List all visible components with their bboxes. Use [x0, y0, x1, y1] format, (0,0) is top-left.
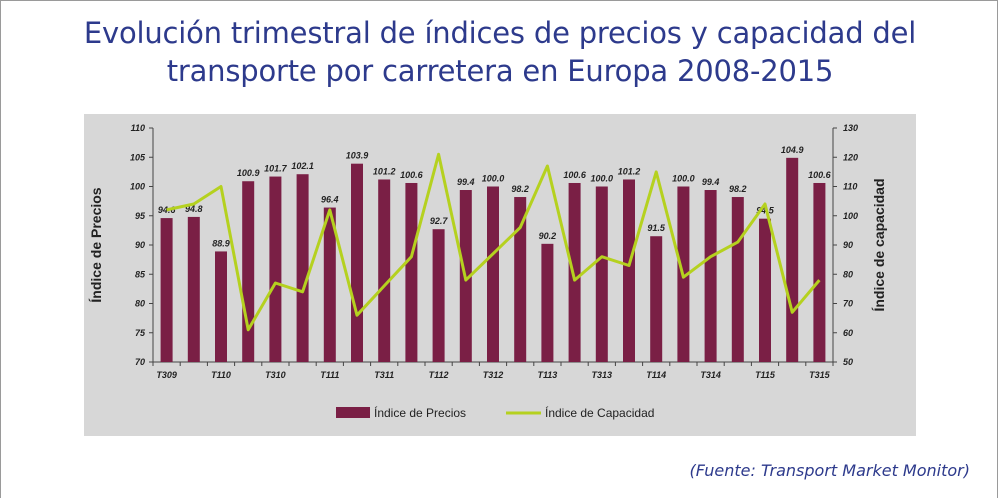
- bar-value-label: 88.9: [212, 238, 230, 248]
- bar: [487, 186, 499, 362]
- chart-title: Evolución trimestral de índices de preci…: [0, 14, 1000, 90]
- legend-label-precios: Índice de Precios: [374, 405, 466, 420]
- y-tick-label-left: 90: [135, 240, 145, 250]
- x-tick-label: T312: [483, 370, 504, 380]
- y-tick-label-left: 75: [135, 328, 146, 338]
- bar-value-label: 100.6: [808, 170, 832, 180]
- title-line-1: Evolución trimestral de índices de preci…: [83, 16, 917, 50]
- bar: [731, 197, 744, 362]
- y-axis-title-right: Índice de capacidad: [871, 178, 887, 311]
- bar: [786, 157, 799, 362]
- x-tick-label: T113: [537, 370, 557, 380]
- bar: [595, 186, 608, 362]
- bar: [813, 182, 826, 362]
- x-tick-label: T114: [646, 370, 666, 380]
- bar: [269, 176, 282, 362]
- x-tick-label: T310: [265, 370, 286, 380]
- y-tick-label-right: 50: [843, 357, 853, 367]
- bar-value-label: 101.2: [373, 166, 396, 176]
- bar-value-label: 98.2: [729, 184, 747, 194]
- bar-value-label: 90.2: [539, 231, 557, 241]
- bar: [623, 179, 635, 362]
- x-tick-label: T314: [700, 370, 721, 380]
- bar-value-label: 100.9: [237, 168, 260, 178]
- bar: [187, 216, 200, 362]
- legend-swatch-precios: [336, 407, 370, 418]
- x-tick-label: T112: [429, 370, 449, 380]
- bar: [351, 163, 363, 362]
- y-tick-label-left: 70: [135, 357, 145, 367]
- x-tick-label: T311: [374, 370, 394, 380]
- bar: [759, 218, 771, 362]
- bar-value-label: 102.1: [291, 161, 314, 171]
- x-tick-label: T309: [156, 370, 177, 380]
- y-tick-label-right: 90: [843, 240, 853, 250]
- x-tick-label: T110: [211, 370, 231, 380]
- y-tick-label-right: 60: [843, 328, 853, 338]
- y-tick-label-right: 130: [843, 123, 858, 133]
- bar-value-label: 99.4: [702, 177, 720, 187]
- y-tick-label-left: 110: [131, 123, 145, 133]
- y-tick-label-right: 70: [843, 299, 853, 309]
- bar: [323, 207, 336, 362]
- bar-value-label: 100.6: [563, 170, 587, 180]
- bar: [704, 190, 717, 362]
- bar-value-label: 91.5: [647, 223, 666, 233]
- bar-value-label: 100.0: [482, 174, 505, 184]
- y-tick-label-left: 85: [135, 269, 146, 279]
- y-tick-label-right: 110: [843, 182, 857, 192]
- bar: [568, 182, 581, 362]
- bar: [405, 182, 418, 362]
- x-tick-label: T111: [320, 370, 339, 380]
- y-tick-label-right: 100: [843, 211, 858, 221]
- x-tick-label: T313: [592, 370, 613, 380]
- bar-value-label: 99.4: [457, 177, 475, 187]
- bar-value-label: 96.4: [321, 195, 339, 205]
- y-axis-title-left: Índice de Precios: [88, 187, 104, 302]
- bar-value-label: 92.7: [430, 216, 449, 226]
- bar-value-label: 94.8: [185, 204, 203, 214]
- bar: [215, 251, 227, 362]
- x-tick-label: T115: [755, 370, 776, 380]
- bar: [296, 174, 309, 362]
- bar-value-label: 100.0: [591, 174, 614, 184]
- bar: [242, 181, 255, 362]
- capacity-line: [166, 152, 821, 332]
- y-tick-label-left: 105: [130, 152, 146, 162]
- bar: [514, 197, 527, 362]
- bar-value-label: 100.6: [400, 170, 424, 180]
- y-tick-label-left: 80: [135, 299, 145, 309]
- bar-value-label: 101.7: [264, 164, 288, 174]
- title-line-2: transporte por carretera en Europa 2008-…: [166, 54, 834, 88]
- y-tick-label-right: 80: [843, 269, 853, 279]
- bar: [160, 218, 173, 362]
- x-tick-label: T315: [809, 370, 831, 380]
- y-tick-label-left: 100: [130, 182, 145, 192]
- bar-value-label: 98.2: [511, 184, 529, 194]
- y-tick-label-left: 95: [135, 211, 146, 221]
- source-note: (Fuente: Transport Market Monitor): [689, 461, 970, 480]
- bar-value-label: 104.9: [781, 145, 804, 155]
- bar: [432, 229, 445, 362]
- bar: [378, 179, 391, 362]
- bar-value-label: 101.2: [618, 166, 641, 176]
- bar-value-label: 103.9: [346, 151, 369, 161]
- bar: [541, 243, 554, 362]
- legend-label-capacidad: Índice de Capacidad: [545, 405, 654, 420]
- y-tick-label-right: 120: [843, 152, 858, 162]
- bar-value-label: 100.0: [672, 174, 695, 184]
- bar: [650, 236, 663, 362]
